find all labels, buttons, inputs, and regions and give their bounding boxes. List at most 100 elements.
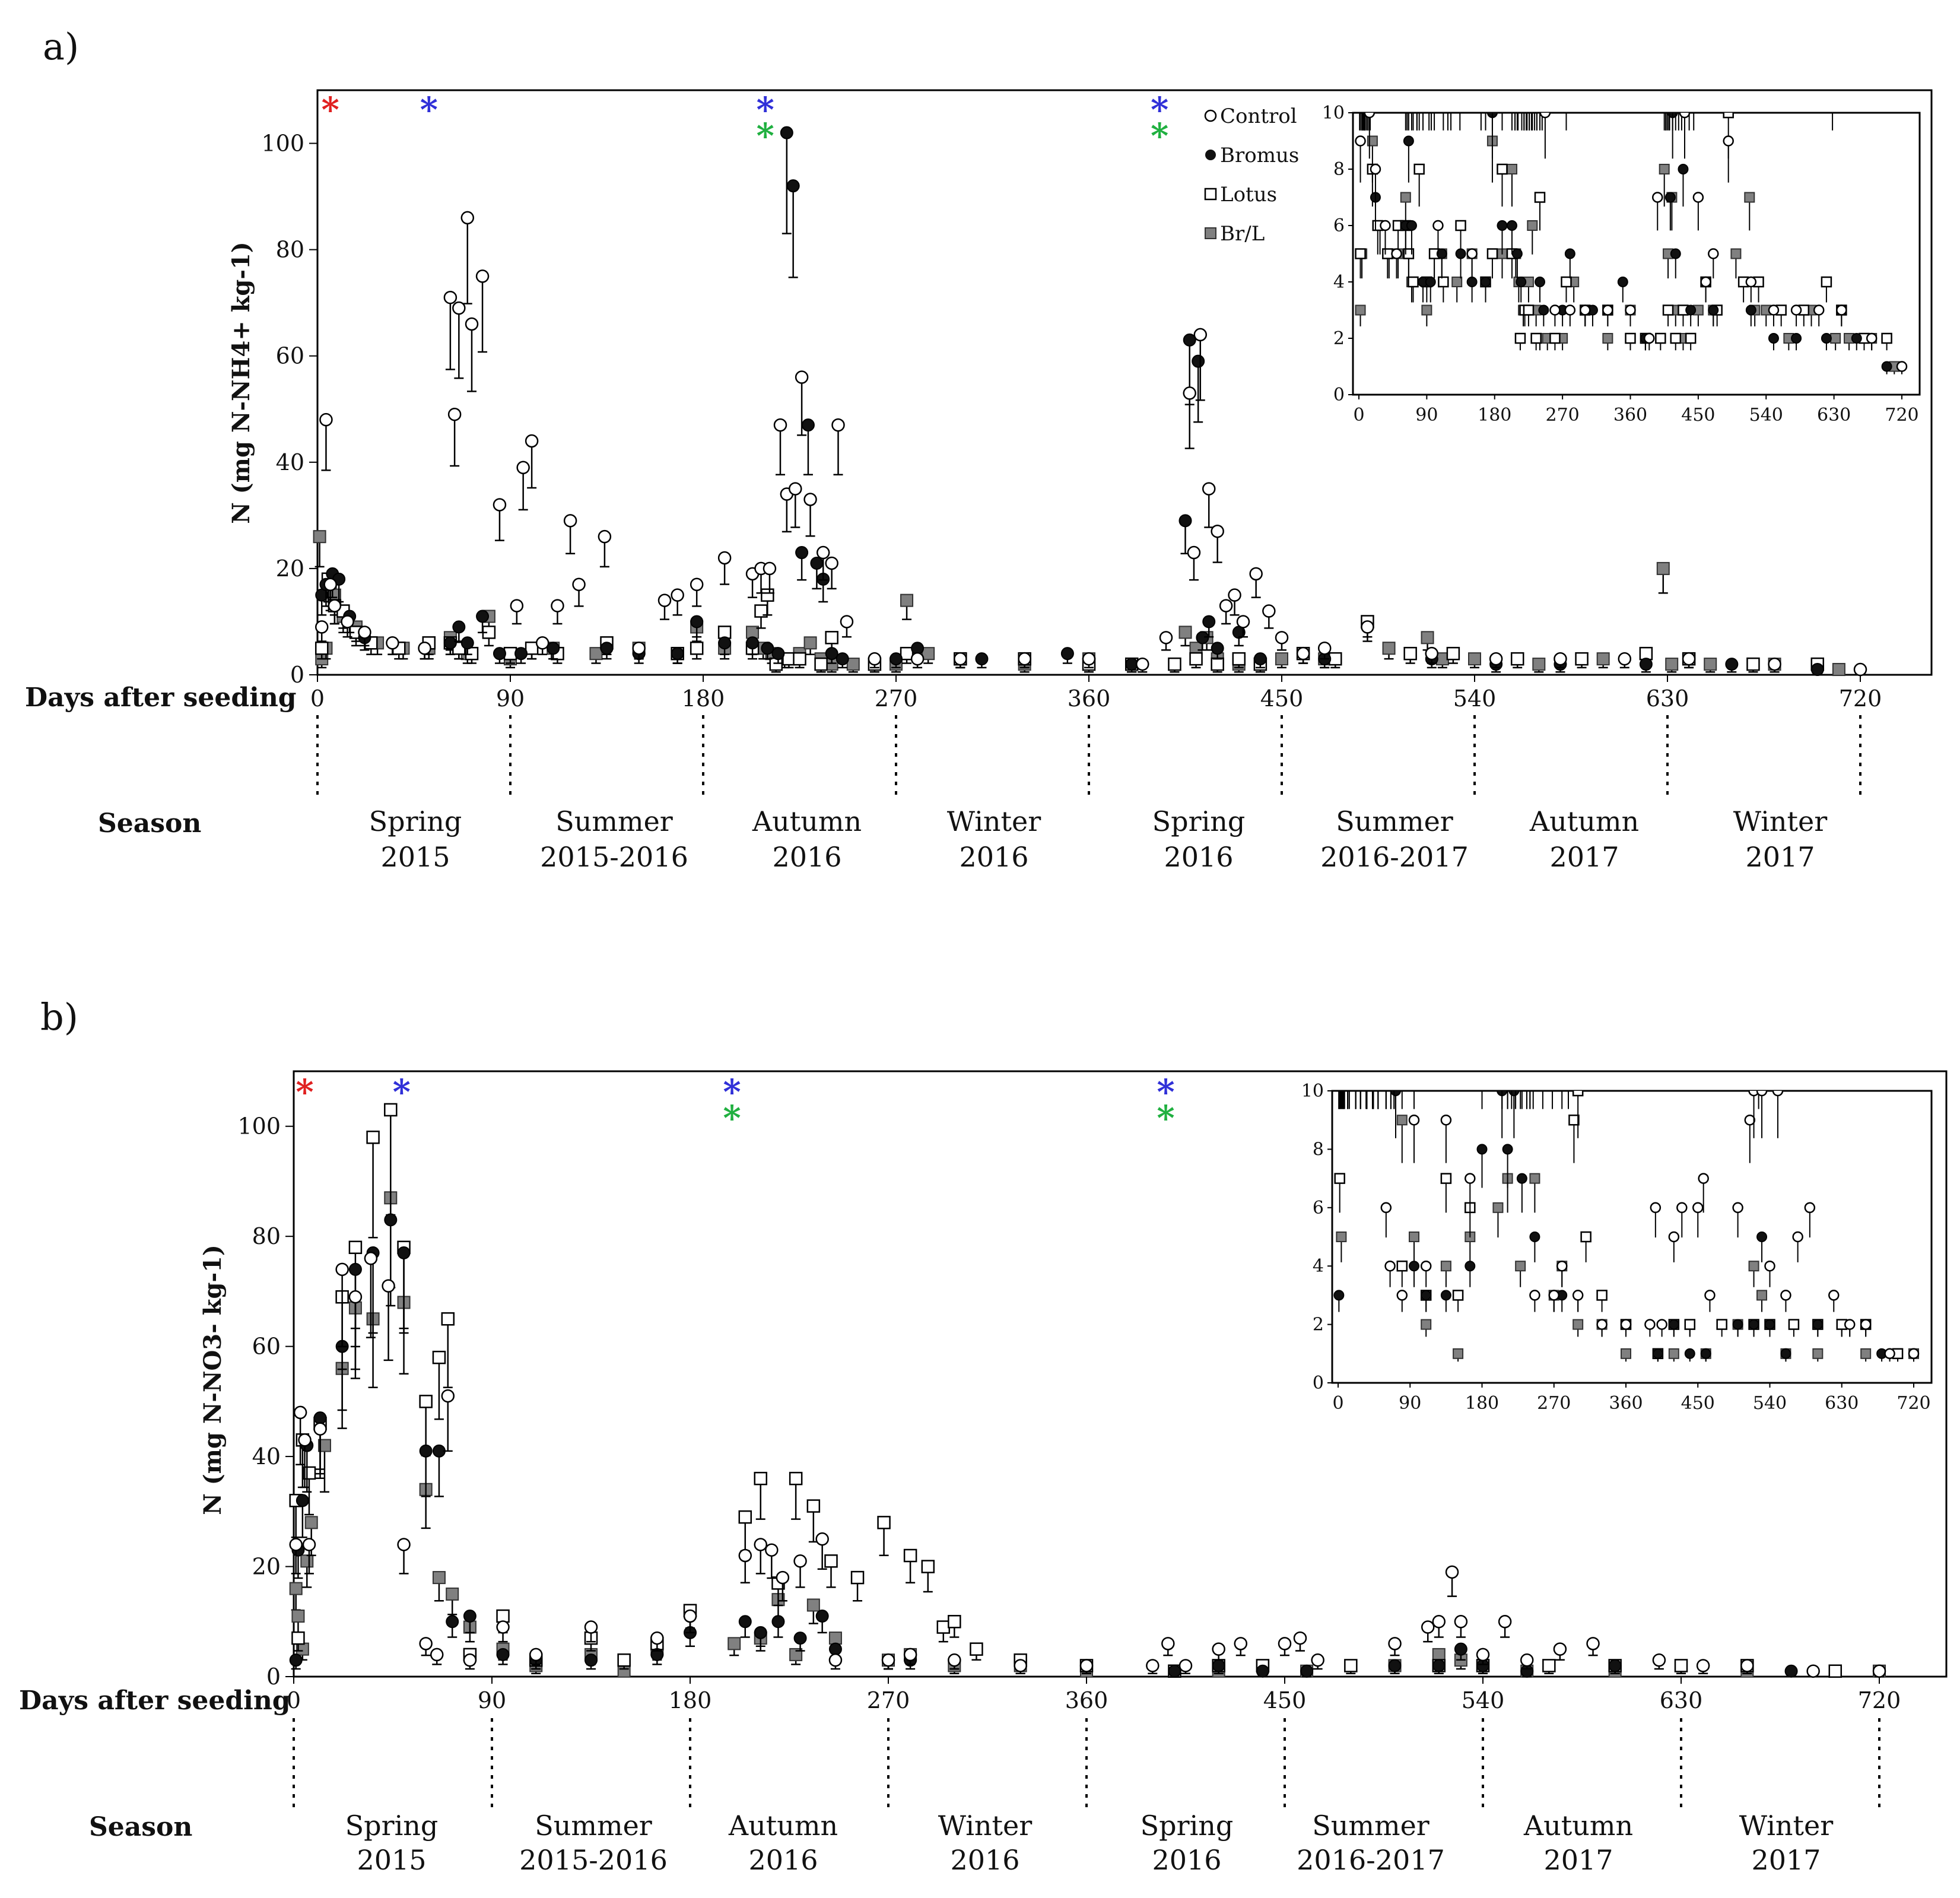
control-point [463, 1653, 477, 1667]
control-point [1498, 1615, 1512, 1629]
brl-point [1432, 1648, 1446, 1661]
lotus-point [1232, 652, 1246, 666]
control-point [1656, 1319, 1667, 1330]
brl-point [1532, 658, 1546, 671]
bromus-point [397, 1246, 411, 1259]
bromus-point [1764, 1319, 1775, 1330]
brl-point [1478, 1057, 1487, 1067]
brl-point [1340, 1057, 1349, 1067]
bromus-point [1768, 333, 1779, 344]
bromus-point [1525, 1057, 1535, 1067]
bromus-point [1810, 663, 1824, 677]
lotus-point [825, 631, 838, 645]
event-asterisk: * [757, 116, 774, 156]
control-point [1430, 80, 1439, 90]
lotus-point [1534, 192, 1546, 203]
brl-point [1382, 642, 1396, 655]
bromus-point [289, 1653, 303, 1667]
bromus-point [1365, 80, 1375, 90]
control-point [1813, 304, 1825, 316]
control-point [1384, 1260, 1396, 1272]
season-name: Autumn [752, 805, 862, 837]
lotus-point [1549, 332, 1561, 344]
bromus-point [810, 556, 824, 570]
bromus-point [738, 1615, 752, 1629]
lotus-point [1596, 1290, 1608, 1301]
bromus-point [1336, 1057, 1346, 1067]
control-point [1407, 80, 1416, 90]
lotus-point [1625, 332, 1636, 344]
event-asterisk: * [296, 1072, 313, 1112]
lotus-point [1685, 332, 1697, 344]
control-point [1356, 1057, 1365, 1067]
bromus-point [1791, 333, 1802, 344]
control-point [1572, 1290, 1584, 1301]
control-point [1652, 1653, 1666, 1667]
bromus-point [1408, 1261, 1419, 1272]
control-point [1161, 1637, 1175, 1651]
control-point [881, 1653, 895, 1667]
control-point [319, 412, 333, 427]
bromus-point [1351, 1057, 1361, 1067]
control-point [1896, 361, 1908, 372]
bromus-point [761, 642, 774, 655]
brl-point [304, 1516, 318, 1529]
lotus-point [384, 1103, 398, 1117]
brl-point [1363, 80, 1373, 90]
brl-point [1529, 1173, 1540, 1184]
lotus-point [1386, 1057, 1396, 1067]
control-point [1527, 80, 1537, 90]
bromus-point [1519, 80, 1529, 90]
panel-a-label: a) [43, 25, 79, 68]
control-point [776, 1570, 790, 1585]
lotus-point [1548, 1057, 1557, 1067]
control-point [828, 1653, 843, 1667]
control-point [1082, 652, 1096, 666]
control-point [1860, 1319, 1872, 1330]
brl-point [1621, 1348, 1631, 1359]
control-point [954, 652, 967, 666]
control-point [1661, 80, 1670, 90]
inset-y-tick-label: 6 [1313, 1198, 1324, 1218]
control-point [1370, 163, 1381, 175]
lotus-point [948, 1615, 961, 1629]
bromus-point [771, 1615, 785, 1629]
brl-point [1744, 192, 1755, 203]
control-point [323, 577, 337, 592]
bromus-point [1386, 1057, 1396, 1067]
control-point [903, 1648, 917, 1662]
lotus-point [1746, 657, 1760, 671]
brl-point [1396, 1115, 1408, 1126]
brl-point [1391, 1057, 1400, 1067]
lotus-point [1168, 657, 1181, 671]
bromus-point [1664, 80, 1673, 90]
x-tick-label: 540 [1453, 685, 1497, 712]
plot-frame-a [316, 89, 1933, 676]
bromus-point [795, 546, 809, 560]
control-point [773, 418, 787, 432]
x-tick-label: 360 [1068, 685, 1111, 712]
control-point [1339, 1057, 1348, 1067]
bromus-point [1373, 1057, 1383, 1067]
lotus-point [525, 641, 539, 655]
lotus-point [1513, 80, 1522, 90]
control-point [1446, 80, 1456, 90]
lotus-point [789, 1471, 803, 1486]
season-year: 2015 [380, 841, 450, 873]
control-point [840, 615, 854, 629]
bromus-point [1529, 1232, 1540, 1242]
control-point [1234, 1637, 1248, 1651]
bromus-point [1685, 304, 1697, 316]
y-tick-label: 0 [290, 662, 304, 688]
brl-point [1659, 164, 1670, 174]
y-tick-label: 80 [252, 1223, 281, 1249]
brl-point [806, 1598, 820, 1612]
lotus-point [970, 1642, 983, 1656]
brl-point [1368, 1057, 1378, 1067]
season-name: Summer [1336, 805, 1453, 837]
control-point [460, 211, 475, 225]
event-asterisk: * [420, 90, 438, 130]
control-point [1159, 631, 1173, 645]
control-point [1278, 1637, 1292, 1651]
bromus-point [1356, 80, 1365, 90]
